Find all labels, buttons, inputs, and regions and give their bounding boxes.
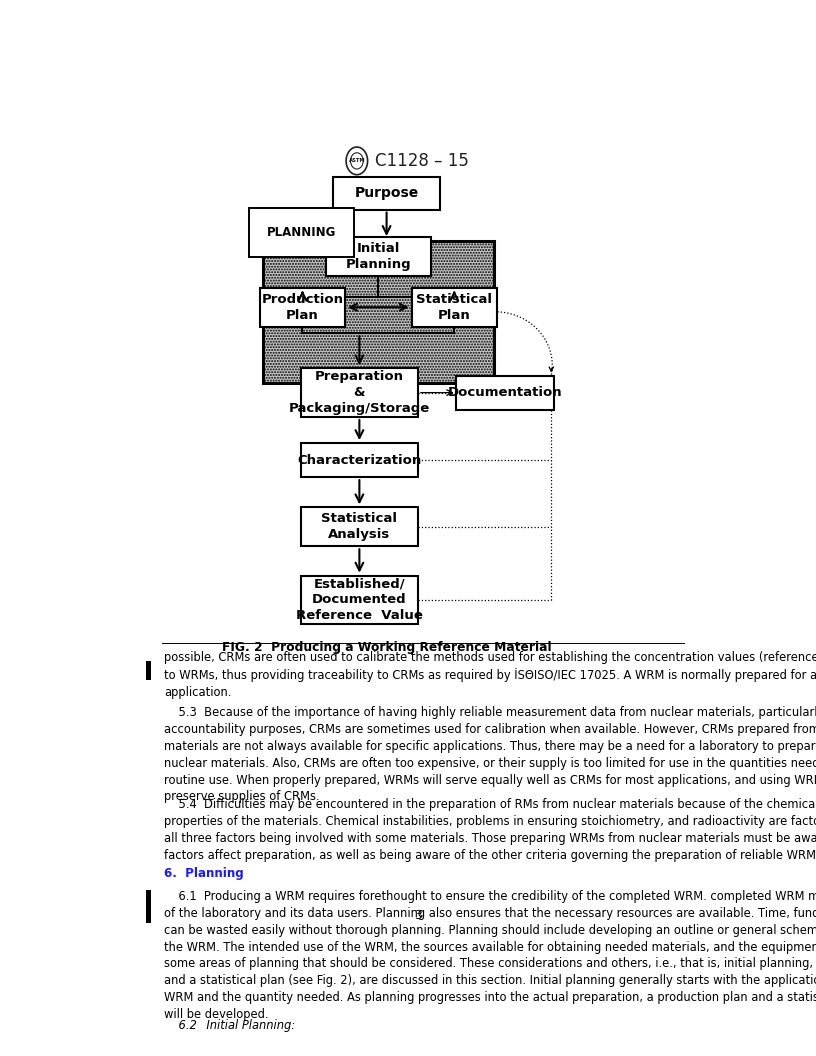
Text: possible, CRMs are often used to calibrate the methods used for establishing the: possible, CRMs are often used to calibra…	[164, 652, 816, 699]
Bar	[333, 177, 441, 210]
Text: ASTM: ASTM	[348, 158, 366, 164]
Text: Characterization: Characterization	[297, 454, 422, 467]
Text: Purpose: Purpose	[354, 187, 419, 201]
Bar	[301, 576, 418, 624]
Bar	[146, 661, 151, 680]
Text: Preparation
&
Packaging/Storage: Preparation & Packaging/Storage	[289, 370, 430, 415]
Bar	[301, 444, 418, 477]
Text: Statistical
Plan: Statistical Plan	[416, 293, 492, 322]
Bar	[456, 376, 555, 410]
Text: 3: 3	[415, 909, 422, 922]
Text: Documentation: Documentation	[448, 386, 563, 399]
Text: Established/
Documented
Reference  Value: Established/ Documented Reference Value	[296, 578, 423, 622]
Text: FIG. 2  Producing a Working Reference Material: FIG. 2 Producing a Working Reference Mat…	[222, 641, 552, 654]
Bar	[259, 287, 345, 326]
Text: 6.2   Initial Planning:: 6.2 Initial Planning:	[164, 1019, 295, 1032]
Text: Production
Plan: Production Plan	[261, 293, 344, 322]
Bar	[326, 238, 431, 277]
Text: C1128 – 15: C1128 – 15	[375, 152, 468, 170]
Text: 5.3  Because of the importance of having highly reliable measurement data from n: 5.3 Because of the importance of having …	[164, 706, 816, 804]
Bar	[264, 241, 494, 383]
Text: PLANNING: PLANNING	[266, 226, 336, 239]
Bar	[146, 890, 151, 923]
Text: Statistical
Analysis: Statistical Analysis	[322, 512, 397, 542]
Bar	[301, 507, 418, 546]
Text: Initial
Planning: Initial Planning	[345, 242, 411, 271]
Text: 6.1  Producing a WRM requires forethought to ensure the credibility of the compl: 6.1 Producing a WRM requires forethought…	[164, 890, 816, 1021]
Text: 5.4  Difficulties may be encountered in the preparation of RMs from nuclear mate: 5.4 Difficulties may be encountered in t…	[164, 798, 816, 862]
Bar	[301, 369, 418, 417]
Text: 6.  Planning: 6. Planning	[164, 867, 244, 881]
Bar	[411, 287, 497, 326]
Bar	[146, 966, 151, 978]
